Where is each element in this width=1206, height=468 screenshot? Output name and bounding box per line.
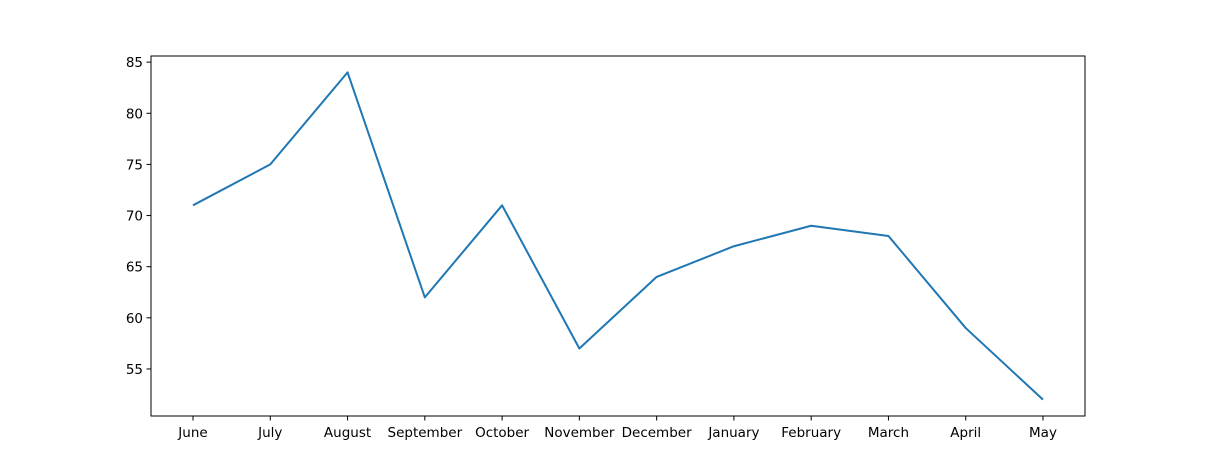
x-tick-label: June — [177, 425, 207, 441]
y-tick-label: 85 — [126, 55, 143, 71]
x-tick-label: February — [781, 425, 841, 441]
y-tick-label: 70 — [126, 209, 143, 225]
x-tick-label: January — [707, 425, 759, 441]
y-tick-label: 80 — [126, 106, 143, 122]
x-tick-label: March — [868, 425, 909, 441]
x-tick-label: April — [950, 425, 981, 441]
x-tick-label: October — [475, 425, 529, 441]
y-tick-label: 75 — [126, 157, 143, 173]
x-tick-label: August — [324, 425, 371, 441]
x-tick-label: September — [388, 425, 463, 441]
y-tick-label: 60 — [126, 311, 143, 327]
y-tick-label: 55 — [126, 362, 143, 378]
y-tick-label: 65 — [126, 260, 143, 276]
x-tick-label: December — [622, 425, 692, 441]
x-tick-label: November — [544, 425, 615, 441]
x-tick-label: May — [1029, 425, 1057, 441]
x-tick-label: July — [257, 425, 282, 441]
